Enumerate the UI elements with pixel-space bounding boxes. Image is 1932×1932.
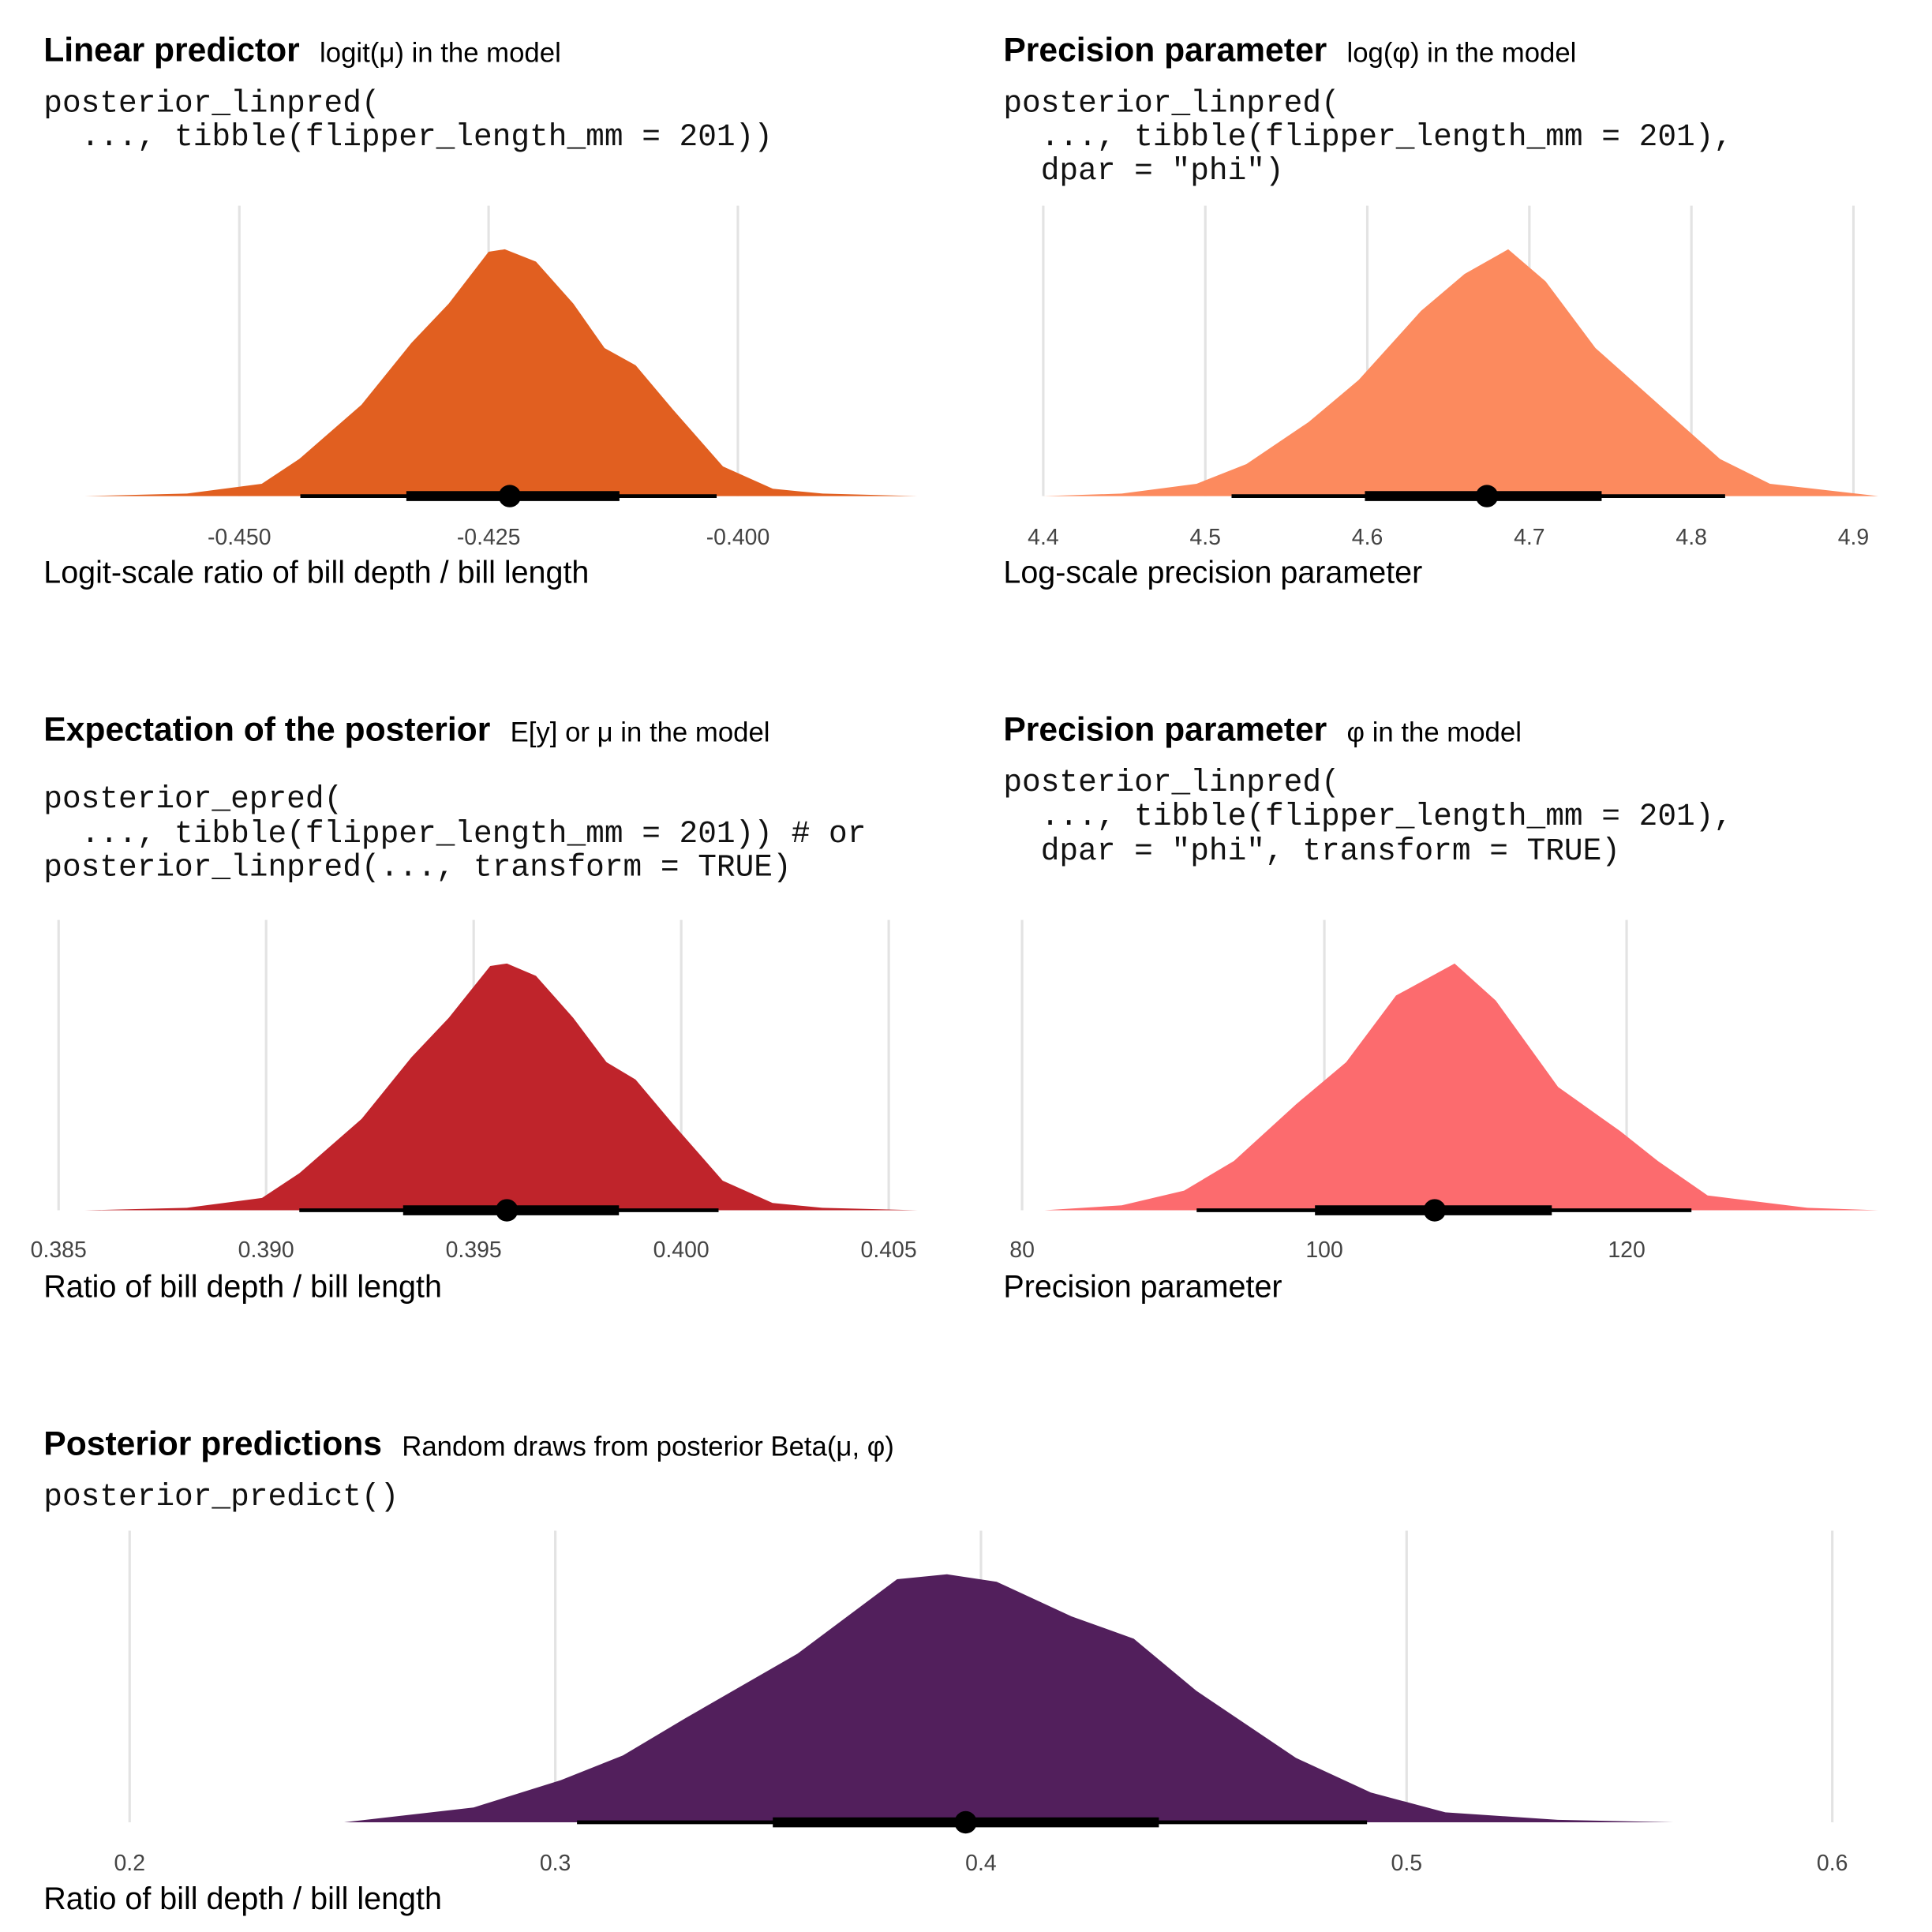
panel: Linear predictor logit(μ) in the model pos… (43, 32, 918, 590)
point-estimate (498, 485, 522, 507)
code-line: posterior_linpred( (1003, 86, 1339, 122)
x-axis-label: Logit-scale ratio of bill depth / bill l… (43, 556, 589, 590)
code-line: dpar = "phi") (1003, 153, 1283, 189)
panel: Posterior predictions Random draws from p… (43, 1425, 1848, 1916)
x-tick-label: 0.2 (114, 1851, 146, 1876)
panel-subtitle: logit(μ) in the model (320, 39, 561, 69)
density (84, 249, 918, 496)
density (84, 963, 918, 1211)
panel-title: Linear predictor (43, 32, 299, 69)
x-tick-label: 0.6 (1817, 1851, 1848, 1876)
x-tick-label: 80 (1009, 1237, 1035, 1263)
code-line: posterior_linpred( (43, 86, 380, 122)
x-tick-label: 4.6 (1352, 525, 1383, 550)
x-tick-label: 0.4 (965, 1851, 996, 1876)
x-axis-label: Log-scale precision parameter (1003, 556, 1422, 590)
code-line: posterior_predict() (43, 1479, 399, 1515)
x-tick-label: 4.9 (1838, 525, 1870, 550)
panel-subtitle: φ in the model (1347, 717, 1522, 747)
x-tick-label: 100 (1305, 1237, 1342, 1263)
panel-subtitle: log(φ) in the model (1347, 39, 1577, 69)
x-tick-label: 4.8 (1676, 525, 1707, 550)
point-estimate (496, 1199, 519, 1222)
x-tick-label: 0.405 (861, 1237, 917, 1263)
x-tick-label: 0.400 (653, 1237, 710, 1263)
panel: Precision parameter φ in the model posteri… (1003, 710, 1879, 1304)
panel-title: Precision parameter (1003, 32, 1327, 69)
x-tick-label: 0.395 (446, 1237, 502, 1263)
code-line: posterior_linpred(..., transform = TRUE) (43, 850, 791, 886)
x-tick-label: -0.450 (208, 525, 271, 550)
x-tick-label: 0.385 (31, 1237, 87, 1263)
x-tick-label: 0.5 (1391, 1851, 1423, 1876)
panel-title: Expectation of the posterior (43, 710, 490, 748)
density (1044, 963, 1879, 1211)
panel-subtitle: E[y] or μ in the model (511, 717, 770, 747)
x-tick-label: 4.5 (1189, 525, 1221, 550)
code-line: ..., tibble(flipper_length_mm = 201), (1003, 799, 1732, 834)
x-tick-label: 0.390 (238, 1237, 294, 1263)
x-tick-label: 4.7 (1514, 525, 1545, 550)
x-axis-label: Ratio of bill depth / bill length (43, 1881, 442, 1916)
x-tick-label: -0.400 (706, 525, 770, 550)
x-tick-label: 120 (1608, 1237, 1645, 1263)
x-tick-label: 0.3 (540, 1851, 571, 1876)
code-line: posterior_linpred( (1003, 765, 1339, 800)
panel-title: Posterior predictions (43, 1425, 382, 1462)
density (344, 1574, 1674, 1823)
point-estimate (1423, 1199, 1447, 1222)
panel: Expectation of the posterior E[y] or μ in… (31, 710, 918, 1304)
x-tick-label: 4.4 (1028, 525, 1059, 550)
panel-title: Precision parameter (1003, 710, 1327, 748)
code-line: ..., tibble(flipper_length_mm = 201)) (43, 119, 773, 155)
panel-subtitle: Random draws from posterior Beta(μ, φ) (402, 1432, 894, 1462)
code-line: ..., tibble(flipper_length_mm = 201), (1003, 119, 1732, 155)
code-line: posterior_epred( (43, 781, 343, 817)
code-line: ..., tibble(flipper_length_mm = 201)) # … (43, 816, 866, 852)
x-axis-label: Ratio of bill depth / bill length (43, 1269, 442, 1304)
point-estimate (954, 1810, 977, 1834)
x-tick-label: -0.425 (457, 525, 521, 550)
point-estimate (1475, 485, 1499, 507)
density (1043, 249, 1879, 496)
panel: Precision parameter log(φ) in the model po… (1003, 32, 1879, 590)
code-line: dpar = "phi", transform = TRUE) (1003, 833, 1620, 869)
x-axis-label: Precision parameter (1003, 1269, 1282, 1304)
